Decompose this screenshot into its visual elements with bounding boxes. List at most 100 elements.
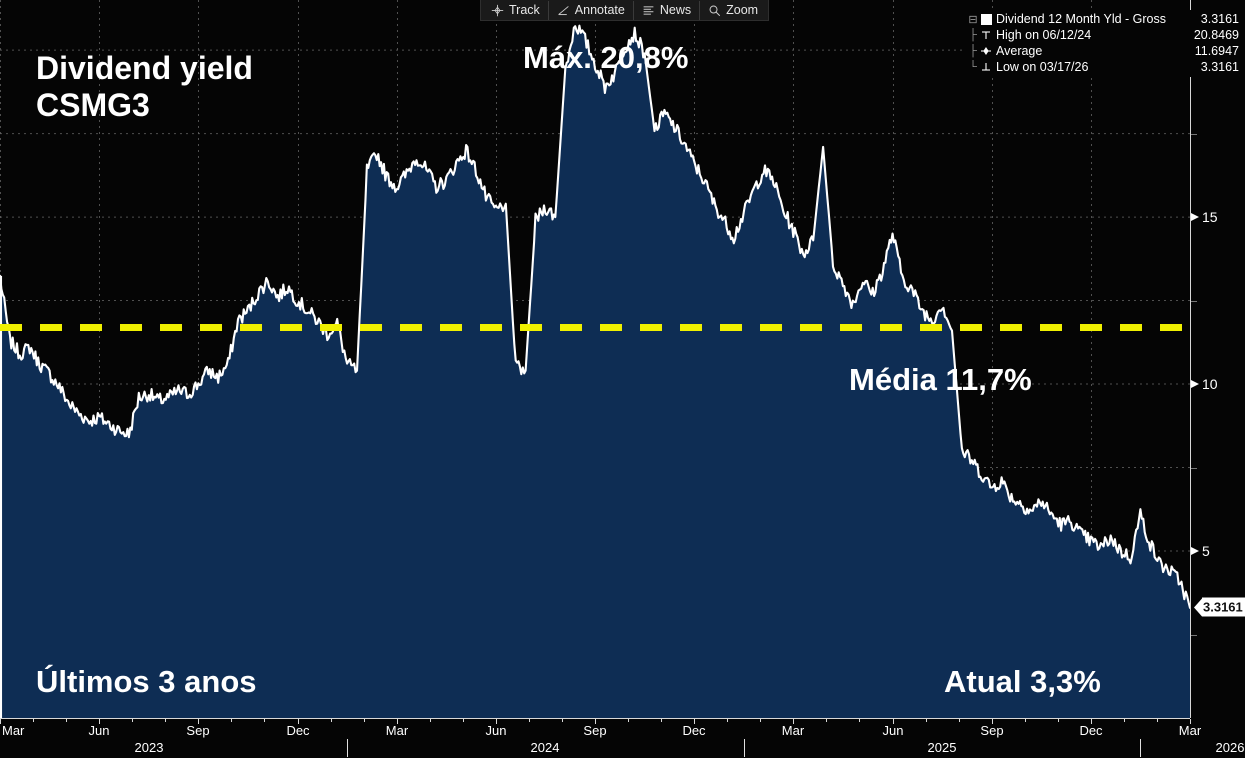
toolbar-button-label: Zoom	[726, 3, 759, 17]
x-axis-minor-tick	[529, 719, 530, 722]
legend-marker-square-icon	[979, 11, 993, 27]
x-axis-minor-tick	[1025, 719, 1026, 722]
x-axis-tick-mark	[694, 719, 695, 724]
x-axis-minor-tick	[430, 719, 431, 722]
toolbar-button-label: Track	[509, 3, 540, 17]
legend-label: Low on 03/17/26	[996, 60, 1089, 74]
toolbar-button-label: News	[659, 3, 692, 17]
legend-label: Average	[996, 44, 1043, 58]
x-axis-year-separator	[347, 739, 348, 757]
legend-label: Dividend 12 Month Yld - Gross	[996, 12, 1166, 26]
annotate-icon	[557, 4, 570, 17]
toolbar-button-label: Annotate	[574, 3, 625, 17]
current-annotation: Atual 3,3%	[944, 664, 1101, 699]
x-axis-minor-tick	[331, 719, 332, 722]
x-axis-minor-tick	[959, 719, 960, 722]
chart-title-line1: Dividend yield	[36, 50, 253, 86]
legend-row[interactable]: ⊟ Dividend 12 Month Yld - Gross 3.3161	[967, 11, 1239, 27]
x-axis-tick-label: Sep	[186, 723, 210, 738]
x-axis-tick-label: Dec	[1079, 723, 1103, 738]
x-axis-minor-tick	[364, 719, 365, 722]
max-annotation: Máx. 20,8%	[523, 40, 689, 75]
legend-value: 11.6947	[1194, 44, 1239, 58]
y-axis-tick-label: 15	[1191, 209, 1218, 225]
legend-tree-branch-icon: ├	[969, 45, 977, 57]
x-axis-minor-tick	[1124, 719, 1125, 722]
legend-tree-branch-icon: └	[969, 61, 977, 73]
average-annotation: Média 11,7%	[849, 362, 1032, 397]
x-axis-year-label: 2023	[134, 740, 164, 755]
y-tick-arrow-icon	[1191, 547, 1199, 556]
y-tick-arrow-icon	[1191, 380, 1199, 389]
legend-value: 3.3161	[1200, 12, 1239, 26]
x-axis-minor-tick	[165, 719, 166, 722]
track-icon	[491, 4, 504, 17]
x-axis-minor-tick	[562, 719, 563, 722]
y-tick-arrow-icon	[1191, 213, 1199, 222]
x-axis-tick-mark	[198, 719, 199, 724]
x-axis-minor-tick	[760, 719, 761, 722]
y-axis-minor-tick	[1191, 133, 1197, 135]
legend-collapse-icon[interactable]: ⊟	[968, 13, 978, 26]
x-axis-tick-label: Mar	[385, 723, 409, 738]
x-axis-minor-tick	[926, 719, 927, 722]
legend-row[interactable]: ├ High on 06/12/24 20.8469	[967, 27, 1239, 43]
legend-panel: ⊟ Dividend 12 Month Yld - Gross 3.3161 ├ Hig…	[965, 10, 1243, 77]
legend-value: 20.8469	[1193, 28, 1239, 42]
x-axis-minor-tick	[859, 719, 860, 722]
chart-title-annotation: Dividend yield CSMG3	[36, 50, 253, 124]
x-axis-year-separator	[1140, 739, 1141, 757]
x-axis-tick-mark	[1190, 719, 1191, 724]
legend-value: 3.3161	[1200, 60, 1239, 74]
x-axis-tick-label: Jun	[88, 723, 110, 738]
x-axis-tick-mark	[595, 719, 596, 724]
x-axis-tick-label: Jun	[882, 723, 904, 738]
x-axis-year-label: 2025	[927, 740, 957, 755]
y-axis-minor-tick	[1191, 634, 1197, 636]
y-tick-value: 15	[1202, 209, 1218, 226]
period-annotation: Últimos 3 anos	[36, 664, 257, 699]
x-axis-tick-label: Mar	[2, 723, 25, 738]
price-flag-value: 3.3161	[1202, 597, 1245, 617]
x-axis-minor-tick	[66, 719, 67, 722]
legend-color-swatch	[980, 13, 992, 25]
legend-row[interactable]: ├ Average 11.6947	[967, 43, 1239, 59]
legend-tree-branch-icon: ├	[969, 29, 977, 41]
legend-marker-avg-icon	[979, 43, 993, 59]
zoom-icon	[708, 4, 721, 17]
x-axis-minor-tick	[463, 719, 464, 722]
chart-toolbar[interactable]: Track Annotate News Zoom	[480, 0, 770, 21]
legend-row[interactable]: └ Low on 03/17/26 3.3161	[967, 59, 1239, 75]
x-axis-minor-tick	[1157, 719, 1158, 722]
x-axis-minor-tick	[132, 719, 133, 722]
current-price-flag: 3.3161	[1194, 597, 1245, 617]
x-axis-minor-tick	[231, 719, 232, 722]
x-axis-tick-mark	[99, 719, 100, 724]
toolbar-button-news[interactable]: News	[634, 0, 701, 20]
price-flag-pointer-icon	[1194, 598, 1202, 617]
y-axis-minor-tick	[1191, 467, 1197, 469]
x-axis-minor-tick	[33, 719, 34, 722]
toolbar-button-track[interactable]: Track	[483, 0, 549, 20]
x-axis-tick-label: Dec	[682, 723, 706, 738]
series-area-chart	[0, 24, 1190, 718]
x-axis-tick-mark	[0, 719, 1, 724]
x-axis-year-label: 2024	[530, 740, 560, 755]
x-axis-tick-mark	[496, 719, 497, 724]
x-axis-tick-label: Jun	[485, 723, 507, 738]
toolbar-button-annotate[interactable]: Annotate	[549, 0, 634, 20]
x-axis-minor-tick	[628, 719, 629, 722]
chart-title-line2: CSMG3	[36, 87, 150, 124]
x-axis-tick-mark	[397, 719, 398, 724]
y-tick-value: 5	[1202, 543, 1210, 560]
news-icon	[642, 4, 655, 17]
toolbar-button-zoom[interactable]: Zoom	[700, 1, 766, 20]
x-axis-tick-label: Mar	[781, 723, 805, 738]
x-axis-tick-mark	[992, 719, 993, 724]
y-axis-minor-tick	[1191, 300, 1197, 302]
x-axis-tick-mark	[793, 719, 794, 724]
legend-marker-low-icon	[979, 59, 993, 75]
y-axis: 51015203.3161	[1190, 0, 1245, 718]
x-axis-minor-tick	[826, 719, 827, 722]
x-axis-minor-tick	[1058, 719, 1059, 722]
